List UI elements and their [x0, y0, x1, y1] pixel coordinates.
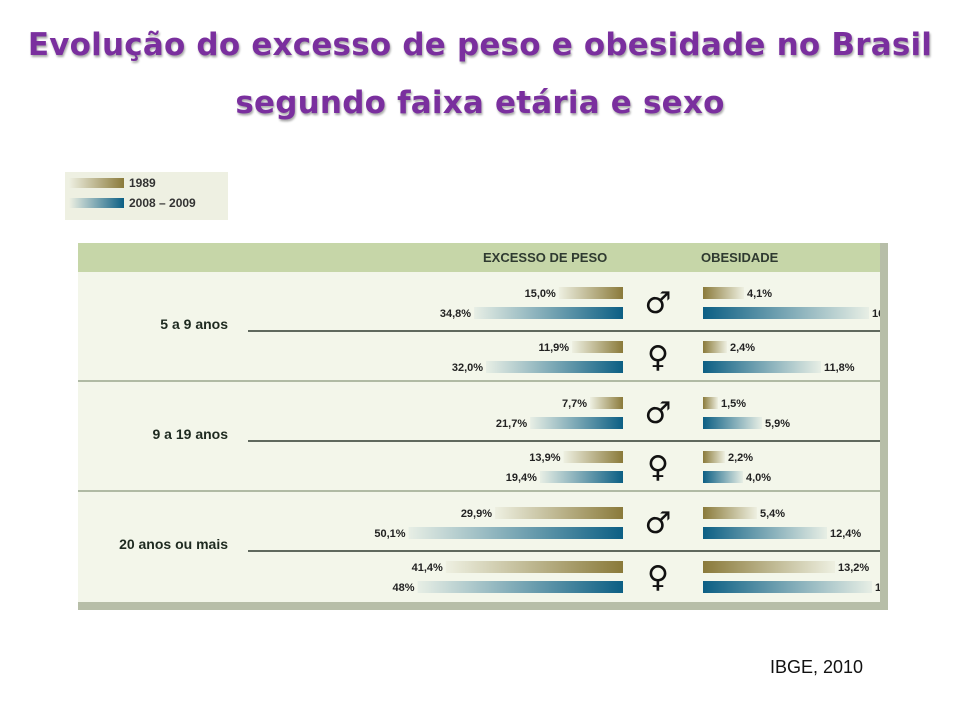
label-obesity-1989: 2,2% — [728, 452, 753, 464]
label-obesity-2009: 12,4% — [830, 528, 861, 540]
label-excess-1989: 41,4% — [412, 562, 443, 574]
bar-obesity-2009-female — [703, 361, 821, 373]
bar-excess-2009-male — [408, 527, 623, 539]
female-icon: ♀ — [647, 560, 669, 595]
label-excess-1989: 29,9% — [461, 508, 492, 520]
chart-header: EXCESSO DE PESO OBESIDADE — [78, 243, 880, 272]
page-title: Evolução do excesso de peso e obesidade … — [27, 27, 933, 63]
bar-obesity-1989-female — [703, 341, 727, 353]
label-excess-2009: 32,0% — [452, 362, 483, 374]
bar-obesity-2009-female — [703, 471, 743, 483]
bar-excess-2009-female — [417, 581, 623, 593]
chart-panel: EXCESSO DE PESO OBESIDADE 5 a 9 anos 15,0… — [78, 243, 888, 610]
female-icon: ♀ — [647, 450, 669, 485]
bar-obesity-1989-female — [703, 451, 725, 463]
bar-obesity-1989-male — [703, 507, 757, 519]
label-excess-1989: 15,0% — [525, 288, 556, 300]
group-label: 5 a 9 anos — [160, 316, 228, 332]
legend-swatch-2009 — [69, 198, 124, 208]
group-label: 20 anos ou mais — [119, 536, 228, 552]
bar-obesity-1989-male — [703, 287, 744, 299]
bar-excess-1989-male — [495, 507, 623, 519]
bar-obesity-1989-female — [703, 561, 835, 573]
label-obesity-2009: 11,8% — [824, 362, 855, 374]
label-obesity-1989: 1,5% — [721, 398, 746, 410]
bar-obesity-2009-male — [703, 307, 869, 319]
source-citation: IBGE, 2010 — [770, 657, 864, 677]
bar-excess-1989-female — [572, 341, 623, 353]
label-excess-1989: 11,9% — [538, 342, 569, 354]
label-excess-2009: 34,8% — [440, 308, 471, 320]
label-excess-1989: 7,7% — [562, 398, 587, 410]
group-label: 9 a 19 anos — [153, 426, 229, 442]
legend-swatch-1989 — [69, 178, 124, 188]
legend-label-1989: 1989 — [129, 176, 156, 190]
label-obesity-1989: 13,2% — [838, 562, 869, 574]
legend-label-2009: 2008 – 2009 — [129, 196, 196, 210]
label-excess-2009: 50,1% — [374, 528, 405, 540]
label-excess-2009: 21,7% — [496, 418, 527, 430]
header-obesity: OBESIDADE — [701, 250, 779, 265]
female-icon: ♀ — [647, 340, 669, 375]
bar-excess-1989-male — [590, 397, 623, 409]
label-excess-2009: 19,4% — [506, 472, 537, 484]
male-icon: ♂ — [645, 506, 672, 541]
chart-panel-inner: EXCESSO DE PESO OBESIDADE 5 a 9 anos 15,0… — [78, 243, 880, 602]
label-obesity-1989: 4,1% — [747, 288, 772, 300]
bar-obesity-2009-male — [703, 527, 827, 539]
label-obesity-2009: 4,0% — [746, 472, 771, 484]
bar-obesity-2009-male — [703, 417, 762, 429]
bar-obesity-1989-male — [703, 397, 718, 409]
male-icon: ♂ — [645, 396, 672, 431]
label-obesity-2009: 16,9% — [875, 582, 880, 594]
bar-excess-1989-female — [563, 451, 623, 463]
label-obesity-2009: 5,9% — [765, 418, 790, 430]
label-obesity-2009: 16,6% — [872, 308, 880, 320]
label-excess-2009: 48% — [393, 582, 415, 594]
bar-excess-1989-male — [558, 287, 623, 299]
page-subtitle: segundo faixa etária e sexo — [235, 85, 725, 121]
label-obesity-1989: 5,4% — [760, 508, 785, 520]
male-icon: ♂ — [645, 286, 672, 321]
bar-obesity-2009-female — [703, 581, 872, 593]
header-excess: EXCESSO DE PESO — [483, 250, 608, 265]
bar-excess-2009-female — [539, 471, 623, 483]
bar-excess-1989-female — [445, 561, 623, 573]
bar-excess-2009-male — [530, 417, 623, 429]
chart-legend: 1989 2008 – 2009 — [65, 172, 228, 220]
label-obesity-1989: 2,4% — [730, 342, 755, 354]
bar-excess-2009-male — [474, 307, 623, 319]
label-excess-1989: 13,9% — [529, 452, 560, 464]
chart-svg: 5 a 9 anos 15,0% 34,8% 4,1% 16,6% ♂ 11,9% 32,0%… — [78, 286, 880, 595]
bar-excess-2009-female — [486, 361, 623, 373]
